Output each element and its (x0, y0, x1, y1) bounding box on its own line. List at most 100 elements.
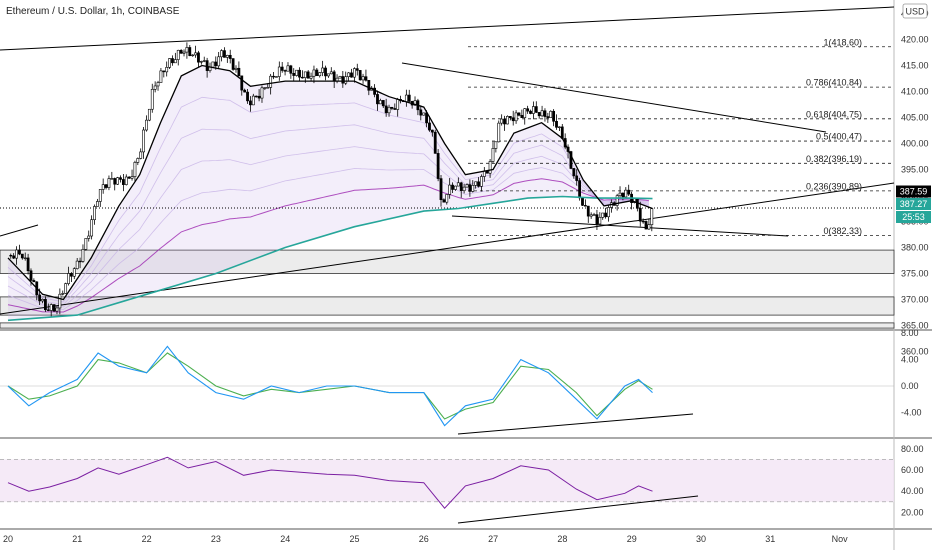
rsi-panel (0, 456, 894, 524)
ema-ribbon-line-0 (7, 96, 650, 303)
candle-body (332, 71, 336, 82)
currency-badge-box[interactable] (902, 3, 928, 19)
candle-body (78, 260, 82, 263)
fib-label-4: 0.382(396.19) (806, 154, 862, 164)
trend-lines[interactable] (0, 6, 895, 315)
candle-body (301, 76, 304, 79)
candle-body (269, 75, 273, 88)
candle-body (182, 51, 186, 54)
candle-body (124, 176, 128, 185)
candle-body (326, 73, 330, 77)
descending-support-line (451, 215, 789, 237)
candle-body (641, 220, 645, 223)
candle-body (583, 205, 587, 207)
candle-body (211, 61, 215, 68)
currency-badge[interactable]: USD (905, 7, 925, 17)
candle-body (419, 109, 423, 116)
candle-body (81, 249, 85, 262)
candle-body (306, 71, 310, 79)
time-tick-11: 31 (765, 534, 775, 544)
candle-body (254, 95, 258, 98)
fibonacci-retracement[interactable]: 1(418.60) 0.786(410.84) 0.618(404.75) 0.5(4… (468, 37, 894, 236)
candle-body (225, 54, 229, 58)
fib-label-2: 0.618(404.75) (806, 109, 862, 119)
candle-body (361, 76, 365, 81)
candle-body (29, 270, 33, 281)
candle-body (113, 178, 117, 185)
candle-body (468, 184, 472, 192)
rsi-tick-2: 40.00 (901, 486, 924, 496)
candle-body (38, 294, 42, 302)
candle-body (615, 195, 619, 206)
candle-body (650, 208, 654, 225)
candle-body (534, 106, 538, 113)
candle-body (150, 89, 154, 110)
candle-body (191, 54, 195, 57)
candle-body (130, 176, 134, 179)
candle-body (537, 112, 541, 117)
candle-body (644, 221, 648, 230)
candle-body (462, 186, 466, 192)
countdown-label: 25:53 (902, 212, 925, 222)
candle-body (352, 68, 356, 78)
candle-body (58, 293, 62, 309)
candle-body (93, 206, 96, 221)
candle-body (95, 201, 99, 207)
candle-body (119, 177, 122, 180)
macd-tick-2: 0.00 (901, 381, 919, 391)
candle-body (101, 184, 105, 190)
candle-body (298, 69, 301, 78)
rsi-line (7, 456, 653, 509)
candle-body (70, 273, 73, 277)
left-short-line (0, 224, 39, 237)
candle-body (627, 189, 631, 195)
candle-body (329, 71, 333, 75)
candle-body (324, 67, 327, 77)
candle-body (176, 49, 180, 60)
candle-body (546, 116, 550, 118)
candle-body (220, 50, 223, 58)
macd-tick-3: -4.00 (901, 407, 922, 417)
macd-signal-line (7, 352, 653, 420)
candle-body (638, 208, 642, 222)
candle-body (46, 309, 50, 311)
candle-body (624, 189, 628, 198)
candle-body (142, 129, 145, 153)
candle-body (491, 148, 495, 162)
time-tick-6: 26 (419, 534, 429, 544)
candle-body (592, 214, 596, 216)
descending-resistance-line (401, 62, 827, 133)
candle-body (601, 212, 605, 218)
candle-body (422, 112, 426, 116)
candle-body (9, 255, 13, 257)
candle-body (139, 151, 143, 159)
candle-body (90, 219, 94, 237)
candle-body (116, 177, 120, 185)
candle-body (508, 116, 512, 119)
price-tick-9: 380.00 (901, 243, 929, 253)
candle-body (199, 61, 203, 63)
candle-body (448, 184, 452, 195)
candle-body (292, 73, 296, 76)
price-tick-5: 400.00 (901, 139, 929, 149)
candle-body (205, 60, 209, 71)
ema-fast-line (7, 64, 653, 301)
candle-body (390, 106, 394, 109)
candle-body (338, 76, 342, 79)
candle-body (280, 66, 284, 71)
candle-body (309, 75, 313, 79)
time-tick-3: 23 (211, 534, 221, 544)
candle-body (549, 110, 553, 118)
candle-body (598, 217, 602, 225)
candle-body (159, 70, 163, 83)
candle-body (376, 94, 379, 105)
candle-body (436, 153, 440, 179)
candle-body (451, 184, 454, 190)
candle-body (459, 182, 463, 192)
candle-body (485, 170, 489, 174)
time-tick-5: 25 (349, 534, 359, 544)
candle-body (517, 112, 521, 116)
candle-body (18, 249, 21, 255)
